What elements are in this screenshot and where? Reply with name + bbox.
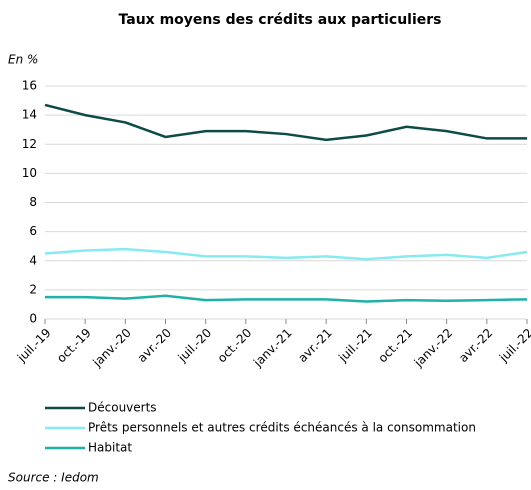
x-tick-label: janv.-22	[411, 326, 455, 370]
line-series	[44, 103, 527, 142]
y-tick-label: 4	[29, 253, 37, 267]
x-tick-label: juil.-21	[335, 326, 375, 366]
line-series	[45, 294, 528, 303]
x-tick-label: avr.-21	[295, 326, 334, 365]
y-axis-label: En %	[8, 53, 38, 67]
x-tick-label: oct.-20	[215, 326, 255, 366]
y-tick-label: 12	[22, 137, 37, 151]
legend-label: Habitat	[88, 441, 132, 455]
legend-label: Découverts	[88, 401, 157, 415]
x-tick-label: juil.-20	[175, 326, 215, 366]
x-tick-label: juil.-22	[496, 326, 531, 366]
x-tick-label: avr.-22	[456, 326, 495, 365]
y-tick-label: 10	[22, 166, 37, 180]
x-tick-label: janv.-20	[89, 326, 133, 370]
legend-label: Prêts personnels et autres crédits échéa…	[88, 421, 476, 435]
x-tick-label: oct.-19	[54, 326, 94, 366]
x-tick-label: janv.-21	[250, 326, 294, 370]
source: Source : Iedom	[8, 471, 99, 485]
x-tick-label: oct.-21	[375, 326, 415, 366]
y-tick-label: 2	[29, 282, 37, 296]
y-tick-label: 0	[29, 312, 37, 326]
x-tick-label: juil.-19	[14, 326, 54, 366]
y-tick-label: 6	[29, 224, 37, 238]
y-tick-label: 16	[22, 79, 37, 93]
x-tick-label: avr.-20	[135, 326, 174, 365]
y-tick-label: 8	[29, 195, 37, 209]
y-tick-label: 14	[22, 108, 37, 122]
chart-title: Taux moyens des crédits aux particuliers	[119, 12, 442, 28]
line-series	[44, 247, 528, 261]
